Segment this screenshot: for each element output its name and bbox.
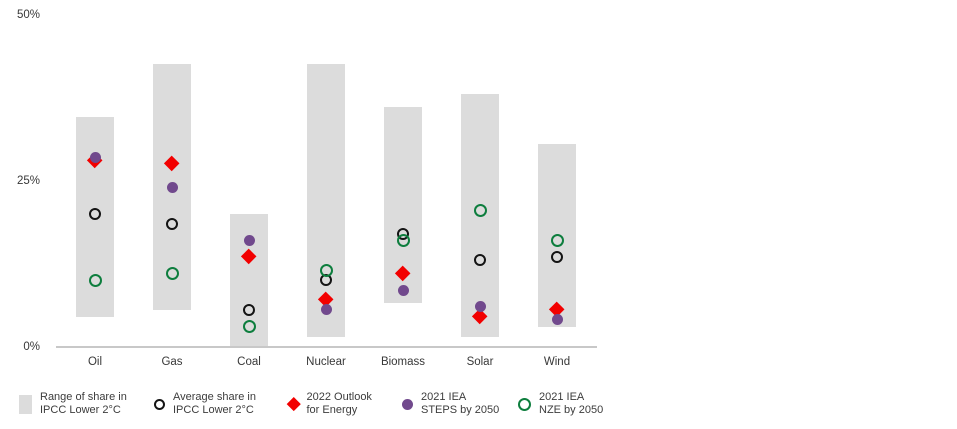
y-axis-tick-label: 0% — [23, 340, 40, 353]
open-circle-marker — [474, 254, 486, 267]
open-circle-marker — [319, 263, 333, 277]
legend-item-range: Range of share in IPCC Lower 2°C — [19, 384, 127, 424]
range-bar-swatch-icon — [19, 394, 32, 414]
open-circle-black-icon — [154, 398, 165, 410]
legend-label: 2021 IEA STEPS by 2050 — [421, 391, 499, 417]
filled-circle-marker — [397, 284, 409, 296]
open-circle-green-icon — [518, 397, 531, 411]
open-circle-marker — [550, 233, 564, 247]
legend-label-line1: 2021 IEA — [421, 391, 467, 403]
filled-circle-marker — [551, 314, 563, 326]
range-bar — [306, 64, 346, 337]
x-axis-category-label: Solar — [466, 356, 494, 368]
open-circle-marker — [166, 217, 178, 230]
legend-label-line1: Average share in — [173, 391, 256, 403]
filled-circle-marker — [243, 234, 255, 246]
filled-circle-marker — [474, 301, 486, 313]
legend-label: Average share in IPCC Lower 2°C — [173, 391, 256, 417]
open-circle-marker — [165, 266, 179, 280]
open-circle-marker — [242, 320, 256, 334]
filled-circle-marker — [89, 151, 101, 163]
legend-item-outlook: 2022 Outlook for Energy — [287, 384, 372, 424]
legend-label-line2: for Energy — [306, 404, 358, 416]
legend-item-average: Average share in IPCC Lower 2°C — [154, 384, 256, 424]
open-circle-marker — [88, 273, 102, 287]
legend-item-nze: 2021 IEA NZE by 2050 — [518, 384, 603, 424]
legend-label-line2: IPCC Lower 2°C — [40, 404, 121, 416]
open-circle-marker — [89, 207, 101, 220]
legend-label: 2021 IEA NZE by 2050 — [539, 391, 603, 417]
legend-label-line1: 2022 Outlook — [306, 391, 372, 403]
open-circle-marker — [473, 203, 487, 217]
legend-label-line2: STEPS by 2050 — [421, 404, 500, 416]
filled-circle-marker — [320, 304, 332, 316]
open-circle-marker — [551, 250, 563, 263]
y-axis-tick-label: 25% — [16, 174, 40, 187]
legend-label-line2: NZE by 2050 — [539, 404, 604, 416]
x-axis-category-label: Coal — [237, 356, 261, 368]
legend-label: 2022 Outlook for Energy — [307, 391, 372, 417]
x-axis-category-label: Nuclear — [306, 356, 346, 368]
diamond-red-icon — [287, 397, 301, 411]
x-axis-line — [56, 345, 597, 348]
x-axis-category-label: Oil — [87, 356, 103, 368]
filled-circle-purple-icon — [402, 398, 413, 410]
filled-circle-marker — [166, 181, 178, 193]
legend-label: Range of share in IPCC Lower 2°C — [40, 391, 127, 417]
legend: Range of share in IPCC Lower 2°C Average … — [0, 384, 957, 424]
x-axis-category-label: Biomass — [380, 356, 426, 368]
legend-item-steps: 2021 IEA STEPS by 2050 — [402, 384, 499, 424]
open-circle-marker — [243, 303, 255, 316]
legend-label-line1: 2021 IEA — [539, 391, 585, 403]
y-axis-tick-label: 50% — [16, 8, 40, 21]
legend-label-line2: IPCC Lower 2°C — [173, 404, 254, 416]
open-circle-marker — [396, 233, 410, 247]
plot-area: 50% 25% 0% Oil Gas Coal Nuclear Biomass Solar Win… — [16, 8, 597, 368]
x-axis-category-label: Gas — [161, 356, 183, 368]
legend-label-line1: Range of share in — [40, 391, 127, 403]
x-axis-category-label: Wind — [543, 356, 571, 368]
